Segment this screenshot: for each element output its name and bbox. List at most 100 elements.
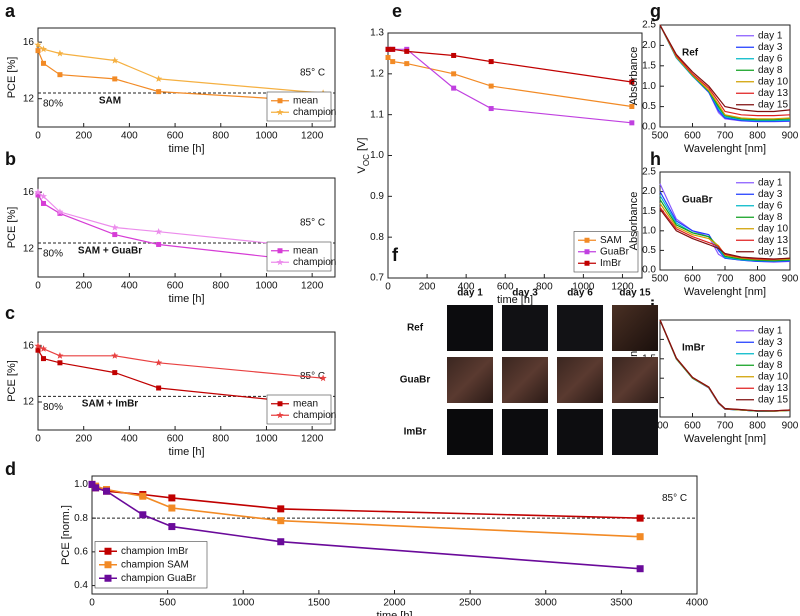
legend-label: day 13	[758, 235, 788, 246]
marker	[156, 385, 162, 391]
y-tick-label: 16	[23, 37, 35, 48]
x-tick-label: 400	[121, 434, 138, 445]
marker	[112, 232, 118, 238]
x-tick-label: 500	[652, 274, 669, 285]
legend-box	[266, 241, 332, 272]
series-line	[659, 208, 791, 260]
marker	[39, 45, 47, 53]
legend-label: day 3	[758, 189, 783, 200]
y-tick-label: 1.0	[74, 479, 88, 490]
y-axis-label-part: [V]	[356, 138, 368, 155]
x-tick-label: 200	[419, 282, 436, 293]
panel-label: SAM + ImBr	[82, 399, 139, 410]
series-line	[388, 48, 632, 83]
marker	[636, 533, 644, 541]
x-tick-label: 1500	[308, 598, 331, 609]
sample-photo	[612, 305, 658, 351]
annotation: 85° C	[300, 68, 325, 79]
x-tick-label: 900	[782, 421, 799, 432]
chart-panel: d 0 500 1000 1500 2000 2500 3000 3500 4000 0.4 0.6 0…	[5, 459, 709, 616]
marker	[57, 360, 63, 366]
y-tick-label: 0.0	[642, 122, 656, 133]
legend-marker	[584, 260, 590, 266]
marker	[103, 487, 111, 495]
marker	[404, 61, 410, 67]
x-tick-label: 1200	[611, 282, 634, 293]
x-tick-label: 0	[35, 281, 41, 292]
sample-photo	[502, 357, 548, 403]
chart-panel: g 500 600 700 800 900 0.0 0.5 1.0 1.5 2.0 2.5 Wavele…	[628, 1, 799, 155]
sample-photo	[612, 409, 658, 455]
legend-label: day 3	[758, 337, 783, 348]
marker	[156, 89, 162, 95]
panel-letter: b	[5, 149, 16, 169]
y-axis-label: Absorbance	[628, 47, 640, 106]
legend-label: mean	[293, 245, 318, 256]
x-axis-label: time [h]	[497, 294, 533, 306]
y-axis-label: Absorbance	[628, 192, 640, 251]
series-line	[659, 24, 791, 117]
y-tick-label: 0.8	[370, 232, 384, 243]
legend-label: day 13	[758, 88, 788, 99]
x-tick-label: 500	[652, 131, 669, 142]
y-tick-label: 0.8	[74, 513, 88, 524]
y-axis-label: VOC [V]	[356, 138, 371, 174]
x-tick-label: 400	[458, 282, 475, 293]
legend-label: day 3	[758, 42, 783, 53]
marker	[319, 374, 327, 382]
y-tick-label: 1.3	[370, 28, 384, 39]
x-tick-label: 500	[159, 598, 176, 609]
y-tick-label: 1.5	[642, 60, 656, 71]
y-tick-label: 0.5	[642, 101, 656, 112]
legend-marker	[584, 237, 590, 243]
legend-label: day 8	[758, 65, 783, 76]
panel-letter: h	[650, 149, 661, 169]
y-tick-label: 0.9	[370, 191, 384, 202]
legend-marker	[277, 401, 283, 407]
x-tick-label: 1000	[232, 598, 255, 609]
sample-photo	[447, 305, 493, 351]
y-tick-label: 12	[23, 243, 35, 254]
y-tick-label: 0.4	[74, 580, 88, 591]
marker	[277, 505, 285, 513]
marker	[111, 56, 119, 64]
series-line	[388, 48, 632, 124]
sample-photo	[557, 409, 603, 455]
x-tick-label: 0	[35, 434, 41, 445]
legend-label: champion	[293, 257, 336, 268]
y-tick-label: 2.0	[642, 40, 656, 51]
chart-panel: c 0 200 400 600 800 1000 1200 12 16 time [h] PCE [%…	[5, 303, 336, 458]
sample-photo	[447, 357, 493, 403]
y-axis-label: PCE [%]	[6, 207, 18, 249]
legend-label: day 6	[758, 348, 783, 359]
marker	[39, 345, 47, 352]
marker	[168, 494, 176, 502]
marker	[88, 480, 96, 488]
legend-label: day 15	[758, 394, 788, 405]
x-tick-label: 0	[385, 282, 391, 293]
marker	[111, 223, 119, 231]
plot-frame	[659, 171, 791, 271]
legend-marker	[276, 411, 284, 419]
row-label: ImBr	[404, 427, 427, 438]
marker	[385, 46, 391, 52]
column-label: day 3	[512, 288, 538, 299]
marker	[35, 347, 41, 353]
panel-letter: f	[392, 245, 399, 265]
sample-photo	[447, 409, 493, 455]
marker	[451, 71, 457, 77]
x-tick-label: 600	[684, 131, 701, 142]
marker	[390, 59, 396, 65]
marker	[34, 342, 42, 349]
y-tick-label: 1.0	[642, 81, 656, 92]
legend-box	[266, 91, 332, 122]
column-label: day 6	[567, 288, 593, 299]
marker	[92, 484, 100, 492]
y-tick-label: 12	[23, 397, 35, 408]
series-line	[37, 191, 324, 250]
x-tick-label: 600	[167, 434, 184, 445]
series-line	[659, 24, 791, 120]
sample-photo	[612, 357, 658, 403]
legend-label: GuaBr	[600, 246, 630, 257]
marker	[34, 188, 42, 196]
